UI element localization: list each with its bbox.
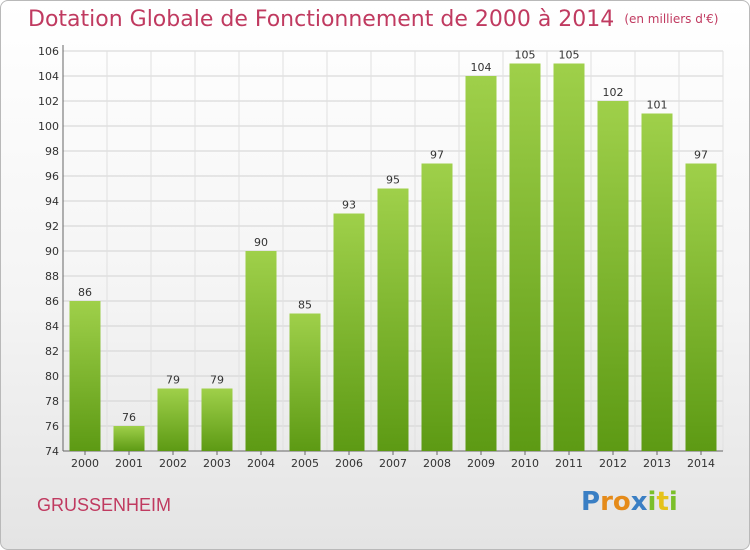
data-label: 101 xyxy=(647,99,668,112)
bar-2008 xyxy=(421,163,453,451)
bar-2000 xyxy=(69,301,101,451)
data-label: 95 xyxy=(386,174,400,187)
bar-2005 xyxy=(289,313,321,451)
logo-letter: t xyxy=(656,487,669,517)
x-tick-label: 2007 xyxy=(379,457,407,470)
data-label: 86 xyxy=(78,286,92,299)
chart-title: Dotation Globale de Fonctionnement de 20… xyxy=(28,7,718,32)
data-label: 79 xyxy=(210,374,224,387)
bar-2003 xyxy=(201,388,233,451)
data-label: 85 xyxy=(298,299,312,312)
data-label: 105 xyxy=(559,49,580,62)
x-tick-label: 2013 xyxy=(643,457,671,470)
x-tick-label: 2008 xyxy=(423,457,451,470)
x-tick-label: 2009 xyxy=(467,457,495,470)
y-tick-label: 98 xyxy=(45,145,59,158)
data-label: 105 xyxy=(515,49,536,62)
data-label: 104 xyxy=(471,61,492,74)
data-label: 79 xyxy=(166,374,180,387)
data-label: 97 xyxy=(694,149,708,162)
logo-letter: P xyxy=(581,487,601,517)
x-tick-label: 2002 xyxy=(159,457,187,470)
commune-name: GRUSSENHEIM xyxy=(37,495,172,515)
bar-2011 xyxy=(553,63,585,451)
bars xyxy=(69,63,717,451)
bar-2013 xyxy=(641,113,673,451)
bar-2004 xyxy=(245,251,277,451)
bar-2009 xyxy=(465,76,497,451)
bar-2010 xyxy=(509,63,541,451)
y-tick-label: 86 xyxy=(45,295,59,308)
x-tick-label: 2001 xyxy=(115,457,143,470)
logo-letter: x xyxy=(630,487,648,517)
x-tick-label: 2011 xyxy=(555,457,583,470)
x-tick-label: 2010 xyxy=(511,457,539,470)
x-tick-label: 2014 xyxy=(687,457,715,470)
logo-letter: i xyxy=(668,487,678,517)
y-tick-label: 106 xyxy=(38,45,59,58)
data-label: 97 xyxy=(430,149,444,162)
x-tick-label: 2004 xyxy=(247,457,275,470)
data-label: 93 xyxy=(342,199,356,212)
y-tick-label: 90 xyxy=(45,245,59,258)
x-tick-label: 2012 xyxy=(599,457,627,470)
bar-2014 xyxy=(685,163,717,451)
bar-2007 xyxy=(377,188,409,451)
bar-2002 xyxy=(157,388,189,451)
y-tick-label: 92 xyxy=(45,220,59,233)
x-tick-label: 2003 xyxy=(203,457,231,470)
data-label: 76 xyxy=(122,411,136,424)
y-tick-label: 78 xyxy=(45,395,59,408)
y-tick-label: 96 xyxy=(45,170,59,183)
logo-letter: r xyxy=(600,487,613,517)
x-tick-label: 2000 xyxy=(71,457,99,470)
data-label: 102 xyxy=(603,86,624,99)
bar-2012 xyxy=(597,101,629,451)
y-tick-label: 88 xyxy=(45,270,59,283)
x-tick-label: 2005 xyxy=(291,457,319,470)
bar-2006 xyxy=(333,213,365,451)
y-tick-label: 100 xyxy=(38,120,59,133)
bar-2001 xyxy=(113,426,145,451)
y-tick-label: 102 xyxy=(38,95,59,108)
data-label: 90 xyxy=(254,236,268,249)
y-tick-label: 74 xyxy=(45,445,59,458)
y-tick-label: 94 xyxy=(45,195,59,208)
data-labels: 86 76 79 79 90 85 93 95 97 104 105 105 102 101 97 xyxy=(78,49,708,425)
axes: 74 76 78 80 82 84 86 88 90 92 94 96 98 100 102 104 106 20… xyxy=(38,45,723,470)
logo-letter: o xyxy=(612,487,631,517)
proxiti-logo: Proxiti xyxy=(581,487,678,517)
y-tick-label: 84 xyxy=(45,320,59,333)
y-tick-label: 80 xyxy=(45,370,59,383)
y-tick-label: 82 xyxy=(45,345,59,358)
logo-letter: i xyxy=(647,487,657,517)
y-tick-label: 76 xyxy=(45,420,59,433)
chart-subtitle: (en milliers d'€) xyxy=(624,12,719,26)
chart-title-text: Dotation Globale de Fonctionnement de 20… xyxy=(28,7,615,32)
y-tick-label: 104 xyxy=(38,70,59,83)
x-tick-label: 2006 xyxy=(335,457,363,470)
